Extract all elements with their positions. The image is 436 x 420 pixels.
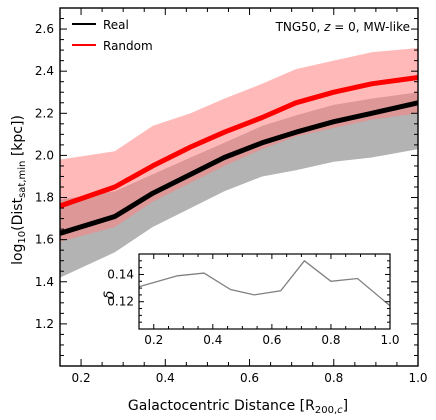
inset-x-tick-label: 0.2 [144, 333, 163, 347]
inset-y-tick-label: 0.12 [107, 295, 134, 309]
inset-lines-layer [138, 259, 391, 307]
x-axis-label: Galactocentric Distance [R200,c] [128, 398, 348, 416]
band-real [60, 92, 418, 278]
main-bands-layer [60, 48, 418, 278]
median-line-random [59, 75, 419, 209]
x-tick-label: 0.2 [72, 371, 91, 385]
y-axis-label: log10(Distsat,min [kpc]) [10, 115, 28, 265]
x-tick-label: 0.4 [156, 371, 175, 385]
inset-tick-labels-layer: 0.2 0.4 0.6 0.8 1.0 0.12 0.14 [107, 267, 399, 347]
inset-plot-frame [138, 253, 391, 330]
main-ticks-layer [59, 7, 419, 367]
median-line-real [59, 100, 419, 236]
y-tick-label: 2.6 [35, 22, 54, 36]
inset-y-tick-label: 0.14 [107, 267, 134, 281]
x-tick-label: 1.0 [408, 371, 427, 385]
main-plot: 0.2 0.4 0.6 0.8 1.0 1.2 1.4 1.6 1.8 2.0 2.2 2.4 2.6 [35, 7, 428, 385]
y-tick-label: 2.2 [35, 106, 54, 120]
y-tick-label: 1.8 [35, 191, 54, 205]
y-tick-label: 1.6 [35, 233, 54, 247]
inset-x-tick-label: 0.6 [262, 333, 281, 347]
y-tick-label: 2.0 [35, 148, 54, 162]
y-tick-label: 1.4 [35, 275, 54, 289]
x-tick-label: 0.6 [240, 371, 259, 385]
inset-ticks-layer [138, 253, 391, 330]
legend-label-random: Random [103, 39, 153, 53]
x-tick-label: 0.8 [324, 371, 343, 385]
inset-y-axis-label: δ [102, 291, 118, 300]
inset-delta-line [138, 259, 391, 307]
y-tick-label: 2.4 [35, 64, 54, 78]
inset-x-tick-label: 1.0 [380, 333, 399, 347]
main-lines-layer [59, 75, 419, 236]
inset-x-tick-label: 0.8 [321, 333, 340, 347]
inset-background [139, 254, 390, 329]
legend-label-real: Real [103, 18, 129, 32]
y-tick-label: 1.2 [35, 317, 54, 331]
inset-x-tick-label: 0.4 [203, 333, 222, 347]
main-tick-labels-layer: 0.2 0.4 0.6 0.8 1.0 1.2 1.4 1.6 1.8 2.0 2.2 2.4 2.6 [35, 22, 428, 385]
annotation-text: TNG50, z = 0, MW-like [275, 20, 410, 34]
inset-plot: 0.2 0.4 0.6 0.8 1.0 0.12 0.14 δ [102, 253, 400, 347]
legend: Real Random [72, 18, 153, 53]
